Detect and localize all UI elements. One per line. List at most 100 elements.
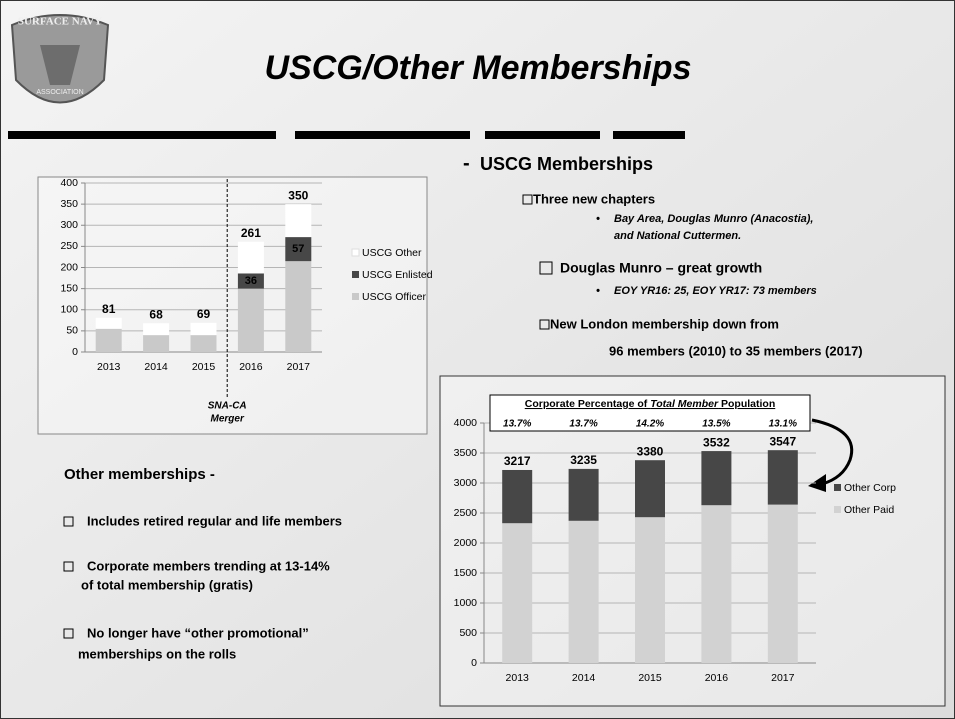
bar-segment — [568, 468, 599, 521]
bar-segment — [767, 504, 798, 663]
total-label: 3532 — [703, 435, 730, 449]
bullet: Corporate members trending at 13-14% — [87, 558, 330, 573]
y-tick-label: 2000 — [454, 537, 478, 549]
percent-label: 13.1% — [769, 419, 797, 430]
bar-segment — [502, 469, 533, 524]
total-label: 3380 — [637, 444, 664, 458]
slide-title: USCG/Other Memberships — [265, 49, 692, 87]
arrowhead — [808, 474, 826, 492]
bar-segment — [237, 241, 264, 274]
y-tick-label: 1500 — [454, 567, 478, 579]
legend-label: Other Paid — [844, 504, 894, 516]
bar-segment — [237, 273, 264, 289]
percent-label: 13.7% — [503, 419, 531, 430]
bar-segment — [237, 288, 264, 352]
total-label: 261 — [241, 226, 261, 240]
logo-top: SURFACE NAVY — [18, 16, 102, 28]
y-tick-label: 150 — [60, 282, 78, 294]
section-heading: Other memberships - — [64, 466, 215, 483]
y-tick-label: 200 — [60, 261, 78, 273]
bar-segment — [143, 323, 170, 336]
bar-segment — [502, 523, 533, 663]
x-tick-label: 2014 — [572, 672, 596, 684]
y-tick-label: 300 — [60, 219, 78, 231]
legend-label: Other Corp — [844, 482, 896, 494]
y-tick-label: 100 — [60, 304, 78, 316]
legend-label: USCG Enlisted — [362, 269, 433, 281]
bullet-continued: 96 members (2010) to 35 members (2017) — [609, 343, 863, 358]
bar-segment — [190, 322, 217, 336]
checkbox — [522, 194, 533, 205]
x-tick-label: 2015 — [638, 672, 662, 684]
dash: - — [463, 152, 470, 174]
legend-label: USCG Officer — [362, 291, 426, 303]
legend-swatch — [352, 293, 359, 300]
x-tick-label: 2017 — [771, 672, 795, 684]
y-tick-label: 250 — [60, 240, 78, 252]
inset-title-part: Corporate Percentage of — [525, 398, 650, 410]
divider — [8, 131, 685, 139]
bar-segment — [701, 451, 732, 506]
y-tick-label: 0 — [471, 657, 477, 669]
checkbox — [63, 516, 74, 527]
legend-swatch — [834, 506, 841, 513]
x-tick-label: 2016 — [705, 672, 729, 684]
x-tick-label: 2013 — [97, 361, 121, 373]
x-tick-label: 2015 — [192, 361, 216, 373]
total-label: 68 — [149, 307, 163, 321]
sub-bullet-marker: • — [596, 213, 600, 225]
total-label: 81 — [102, 302, 116, 316]
percent-label: 13.5% — [702, 419, 730, 430]
y-tick-label: 3000 — [454, 477, 478, 489]
sub-bullet-marker: • — [596, 285, 600, 297]
sub-bullet: and National Cuttermen. — [614, 230, 741, 242]
arrow — [811, 418, 854, 486]
annotation: Merger — [211, 414, 245, 425]
bar-segment — [190, 335, 217, 352]
sub-bullet: Bay Area, Douglas Munro (Anacostia), — [614, 213, 813, 225]
total-label: 3547 — [769, 434, 796, 448]
inset-box — [489, 394, 811, 432]
y-tick-label: 4000 — [454, 417, 478, 429]
bar-segment — [767, 450, 798, 505]
y-tick-label: 350 — [60, 198, 78, 210]
bar-segment — [143, 335, 170, 352]
bar-segment — [635, 460, 665, 518]
percent-label: 14.2% — [636, 419, 664, 430]
x-tick-label: 2017 — [287, 361, 311, 373]
y-tick-label: 1000 — [454, 597, 478, 609]
charts: 0 50 100 150 200 250 300 350 400 2013 81 2014 68 2015… — [60, 177, 896, 684]
legend-swatch — [352, 271, 359, 278]
checkbox — [539, 261, 553, 275]
x-tick-label: 2014 — [144, 361, 168, 373]
checkbox — [63, 561, 74, 572]
bullet: Three new chapters — [533, 191, 655, 206]
checkbox — [63, 628, 74, 639]
percent-label: 13.7% — [569, 419, 597, 430]
annotation: SNA-CA — [208, 401, 247, 412]
data-label: 36 — [245, 275, 257, 287]
bullet: Douglas Munro – great growth — [560, 260, 762, 276]
checkbox — [539, 319, 550, 330]
x-tick-label: 2016 — [239, 361, 263, 373]
total-label: 3235 — [570, 453, 597, 467]
section-heading: USCG Memberships — [480, 154, 653, 174]
inset-title-part: Total Member — [650, 398, 719, 410]
bar-segment — [285, 237, 312, 262]
y-tick-label: 0 — [72, 346, 78, 358]
chart-frame — [37, 176, 428, 435]
bullet-continued: memberships on the rolls — [78, 646, 236, 661]
bar-segment — [568, 520, 599, 663]
bar-segment — [95, 317, 122, 329]
bullet: New London membership down from — [550, 316, 779, 331]
bullet: Includes retired regular and life member… — [87, 513, 342, 528]
y-tick-label: 500 — [459, 627, 477, 639]
bar-segment — [635, 517, 665, 663]
legend-swatch — [834, 484, 841, 491]
inset-title-part: Population — [718, 398, 775, 410]
y-tick-label: 50 — [66, 325, 78, 337]
legend-swatch — [351, 248, 360, 257]
total-label: 3217 — [504, 454, 531, 468]
sub-bullet: EOY YR16: 25, EOY YR17: 73 members — [614, 285, 817, 297]
